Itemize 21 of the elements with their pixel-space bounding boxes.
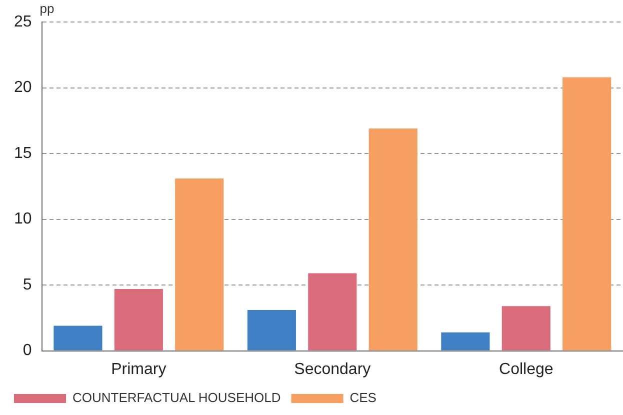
bar bbox=[175, 178, 224, 350]
y-tick-label: 15 bbox=[14, 144, 32, 162]
legend-label: CES bbox=[350, 390, 377, 406]
y-tick-label: 20 bbox=[14, 79, 32, 96]
bar bbox=[247, 310, 296, 350]
bar bbox=[54, 326, 102, 350]
bar bbox=[562, 77, 612, 350]
y-tick-label: 5 bbox=[22, 276, 32, 294]
y-tick-label: 10 bbox=[14, 210, 32, 228]
y-tick-label: 0 bbox=[22, 342, 32, 360]
y-axis-title: pp bbox=[40, 1, 54, 16]
bar bbox=[441, 332, 490, 350]
x-tick-label: Secondary bbox=[294, 360, 371, 378]
y-tick-label: 25 bbox=[14, 13, 32, 30]
bar bbox=[308, 273, 357, 350]
legend-label: COUNTERFACTUAL HOUSEHOLD bbox=[72, 390, 281, 406]
bar bbox=[502, 306, 550, 350]
x-tick-label: College bbox=[499, 360, 554, 378]
bar bbox=[368, 128, 418, 350]
bar bbox=[114, 288, 163, 350]
x-tick-label: Primary bbox=[111, 360, 166, 378]
